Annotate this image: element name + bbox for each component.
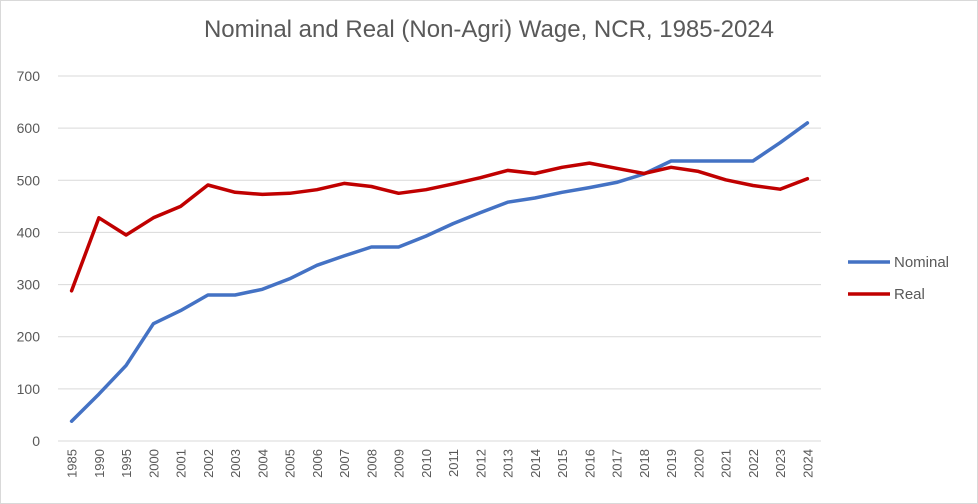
x-tick-label: 1985: [65, 449, 80, 478]
x-tick-label: 2006: [310, 449, 325, 478]
x-tick-label: 2013: [501, 449, 516, 478]
x-tick-label: 2007: [337, 449, 352, 478]
chart-title: Nominal and Real (Non-Agri) Wage, NCR, 1…: [203, 16, 775, 43]
x-tick-label: 1990: [92, 449, 107, 478]
x-tick-label: 2024: [800, 449, 815, 478]
x-tick-label: 2012: [473, 449, 488, 478]
x-axis-ticks: 1985 1990 1995 2000 2001 2002 2003 2004 2005 2006…: [65, 449, 816, 478]
x-tick-label: 2005: [283, 449, 298, 478]
x-tick-label: 2008: [364, 449, 379, 478]
x-tick-label: 2020: [691, 449, 706, 478]
x-tick-label: 2017: [610, 449, 625, 478]
y-tick-label: 700: [17, 68, 41, 84]
y-tick-label: 500: [17, 172, 41, 188]
gridlines: [58, 75, 821, 442]
legend: Nominal Real: [848, 254, 949, 303]
x-tick-label: 2018: [637, 449, 652, 478]
x-tick-label: 2022: [746, 449, 761, 478]
x-tick-label: 2023: [773, 449, 788, 478]
x-tick-label: 2000: [146, 449, 161, 478]
y-tick-label: 400: [17, 224, 41, 240]
y-tick-label: 0: [32, 433, 40, 449]
x-tick-label: 2004: [255, 449, 270, 478]
x-tick-label: 1995: [119, 449, 134, 478]
x-tick-label: 2010: [419, 449, 434, 478]
x-tick-label: 2003: [228, 449, 243, 478]
x-tick-label: 2011: [446, 449, 461, 477]
x-tick-label: 2001: [174, 449, 189, 478]
x-tick-label: 2021: [719, 449, 734, 478]
y-tick-label: 600: [17, 120, 41, 136]
x-tick-label: 2015: [555, 449, 570, 478]
y-tick-label: 300: [17, 277, 41, 293]
legend-label-real: Real: [894, 286, 925, 303]
x-tick-label: 2019: [664, 449, 679, 478]
y-tick-label: 200: [17, 329, 41, 345]
x-tick-label: 2014: [528, 449, 543, 478]
series-lines: [69, 121, 810, 423]
series-line-nominal: [69, 121, 810, 423]
x-tick-label: 2016: [582, 449, 597, 478]
x-tick-label: 2002: [201, 449, 216, 478]
series-line-real: [69, 161, 810, 293]
y-tick-label: 100: [17, 381, 41, 397]
x-tick-label: 2009: [392, 449, 407, 478]
y-axis-ticks: 0 100 200 300 400 500 600 700: [17, 68, 41, 449]
legend-label-nominal: Nominal: [894, 254, 949, 271]
